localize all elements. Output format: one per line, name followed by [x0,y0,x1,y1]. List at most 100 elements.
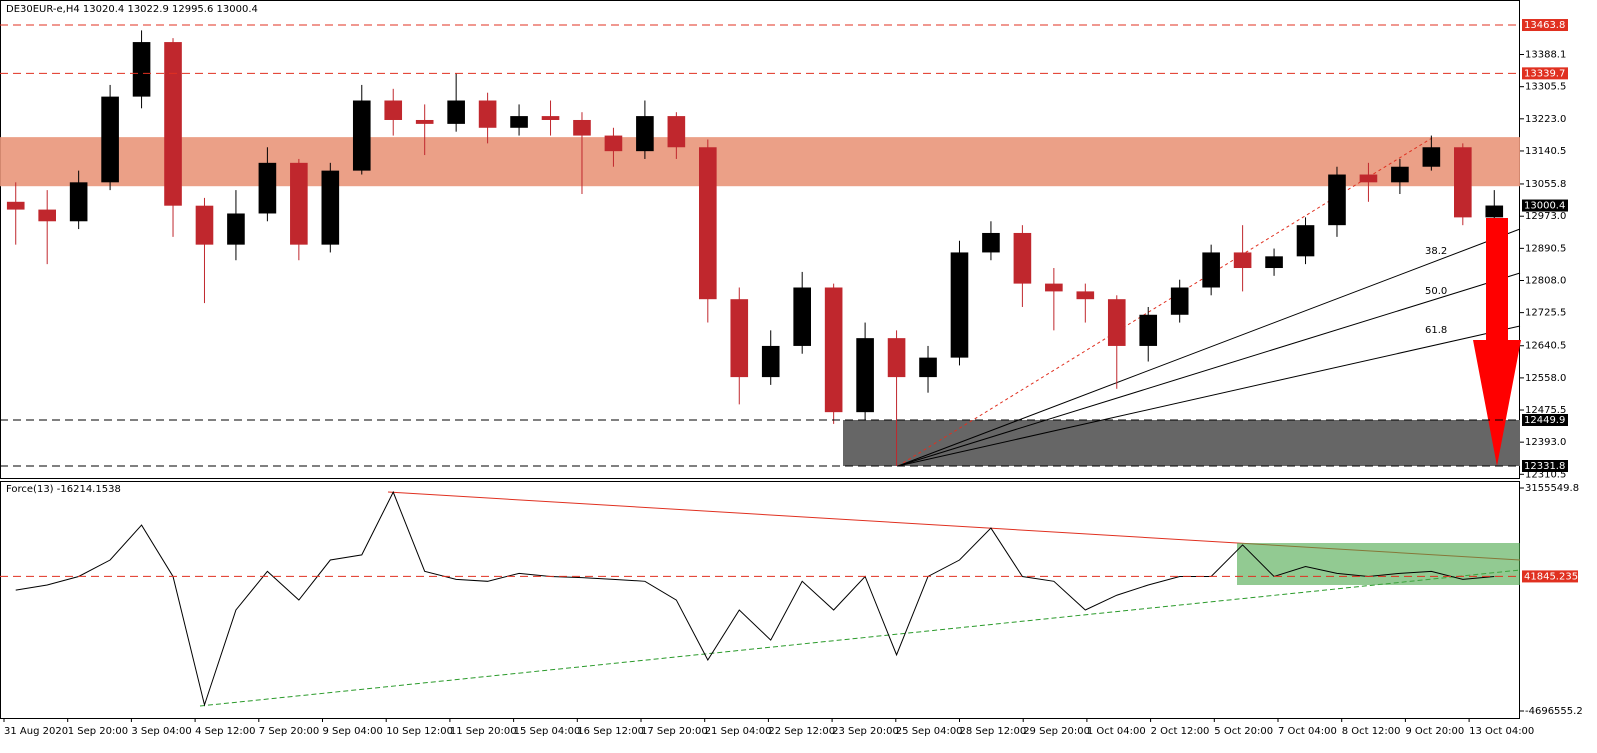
candle-body [667,116,686,148]
y-tick-label: 12475.5 [1525,405,1566,416]
candle-body [1139,314,1158,346]
candle-body [636,116,654,152]
candle-body [164,42,182,206]
candle-body [1170,287,1189,315]
fib-label: 50.0 [1425,286,1447,297]
level-box [1522,67,1568,80]
candle-body [69,182,88,222]
chart-title: DE30EUR-e,H4 13020.4 13022.9 12995.6 130… [6,4,258,15]
x-tick-label: 1 Oct 04:00 [1087,726,1146,737]
candle-body [447,100,465,124]
candle-body [6,201,25,210]
candle-body [1045,283,1063,292]
x-tick-label: 8 Oct 12:00 [1342,726,1401,737]
level-box [1522,19,1568,32]
x-tick-label: 10 Sep 12:00 [386,726,453,737]
x-tick-label: 21 Sep 04:00 [705,726,772,737]
x-tick-label: 23 Sep 20:00 [832,726,899,737]
candle-body [604,135,623,152]
candle-body [1391,166,1409,183]
candle-body [1265,256,1283,269]
y-tick-label: 12890.5 [1525,243,1566,254]
price-frame [0,0,1520,479]
x-tick-label: 28 Sep 12:00 [960,726,1027,737]
x-tick-label: 9 Oct 20:00 [1405,726,1464,737]
x-tick-label: 2 Oct 12:00 [1151,726,1210,737]
candle-body [132,42,151,97]
candle-body [384,100,403,120]
y-tick-label: 13388.1 [1525,50,1566,61]
x-tick-label: 7 Sep 20:00 [259,726,319,737]
level-label: 12449.9 [1524,415,1565,426]
indicator-frame [0,481,1520,719]
candle-body [1107,299,1126,346]
y-tick-label: 13055.8 [1525,179,1566,190]
x-tick-label: 11 Sep 20:00 [450,726,517,737]
resistance-zone [0,137,1520,187]
candle-body [195,205,214,245]
y-tick-label: 12725.5 [1525,308,1566,319]
candle-body [950,252,969,358]
fib-base-line [897,137,1433,467]
indicator-trend-line [199,569,1521,707]
x-tick-label: 13 Oct 04:00 [1469,726,1534,737]
y-tick-label: -4696555.2 [1525,706,1583,717]
level-box [1522,199,1568,212]
candle-body [1485,205,1504,218]
candle-body [510,116,528,128]
candle-body [352,100,371,171]
y-tick-label: 13223.0 [1525,114,1566,125]
y-tick-label: 12808.0 [1525,275,1566,286]
x-tick-label: 17 Sep 20:00 [641,726,708,737]
candle-body [478,100,497,128]
candle-body [290,162,308,245]
y-tick-label: 12310.5 [1525,469,1566,480]
x-tick-label: 3 Sep 04:00 [131,726,191,737]
candle-body [1422,147,1441,167]
candle-body [38,209,56,222]
candle-body [1076,291,1095,300]
candle-body [227,213,245,245]
x-tick-label: 25 Sep 04:00 [896,726,963,737]
level-label: 13339.7 [1524,68,1565,79]
candle-body [793,287,811,346]
indicator-title: Force(13) -16214.1538 [6,484,121,495]
x-tick-label: 9 Sep 04:00 [323,726,383,737]
y-tick-label: 12973.0 [1525,211,1566,222]
x-tick-label: 31 Aug 2020 [4,726,68,737]
candle-body [856,338,874,413]
fan-line [897,325,1521,467]
candle-body [1013,232,1032,284]
candle-body [541,116,560,120]
x-tick-label: 22 Sep 12:00 [768,726,835,737]
fib-label: 38.2 [1425,246,1447,257]
candle-body [415,119,434,124]
candle-body [761,345,780,378]
candle-body [1296,225,1315,257]
candle-body [1233,252,1252,269]
level-label: 41845.235 [1524,571,1578,582]
indicator-zone [1237,543,1520,585]
candle-body [699,147,717,300]
candle-body [258,162,277,214]
force-line [15,490,1495,707]
x-tick-label: 1 Sep 20:00 [68,726,128,737]
down-arrow [1473,218,1521,466]
x-tick-label: 15 Sep 04:00 [514,726,581,737]
level-label: 13463.8 [1524,20,1565,31]
support-zone [843,419,1520,467]
x-tick-label: 7 Oct 04:00 [1278,726,1337,737]
candle-body [1202,252,1220,288]
x-tick-label: 4 Sep 12:00 [195,726,255,737]
candle-body [982,232,1000,253]
candle-body [887,338,906,378]
x-tick-label: 16 Sep 12:00 [577,726,644,737]
candle-body [321,170,340,245]
candle-body [1328,174,1346,226]
y-tick-label: 13305.5 [1525,82,1566,93]
level-box [1522,460,1568,473]
y-tick-label: 13140.5 [1525,146,1566,157]
candle-body [824,287,843,413]
y-tick-label: 12558.0 [1525,373,1566,384]
fib-label: 61.8 [1425,325,1447,336]
